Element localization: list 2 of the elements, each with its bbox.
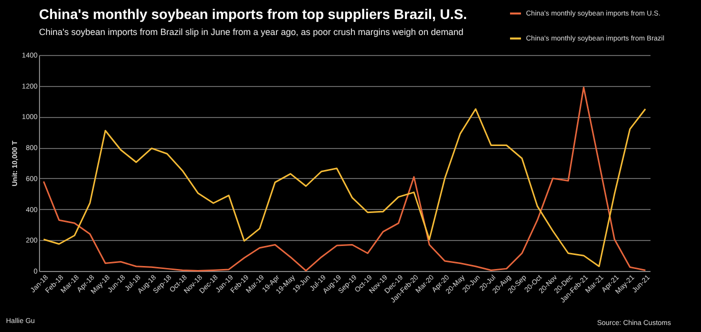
chart-title: China's monthly soybean imports from top suppliers Brazil, U.S. [39, 6, 468, 22]
chart-subtitle: China's soybean imports from Brazil slip in June from a year ago, as poor crush margins weigh on demand [39, 27, 464, 37]
